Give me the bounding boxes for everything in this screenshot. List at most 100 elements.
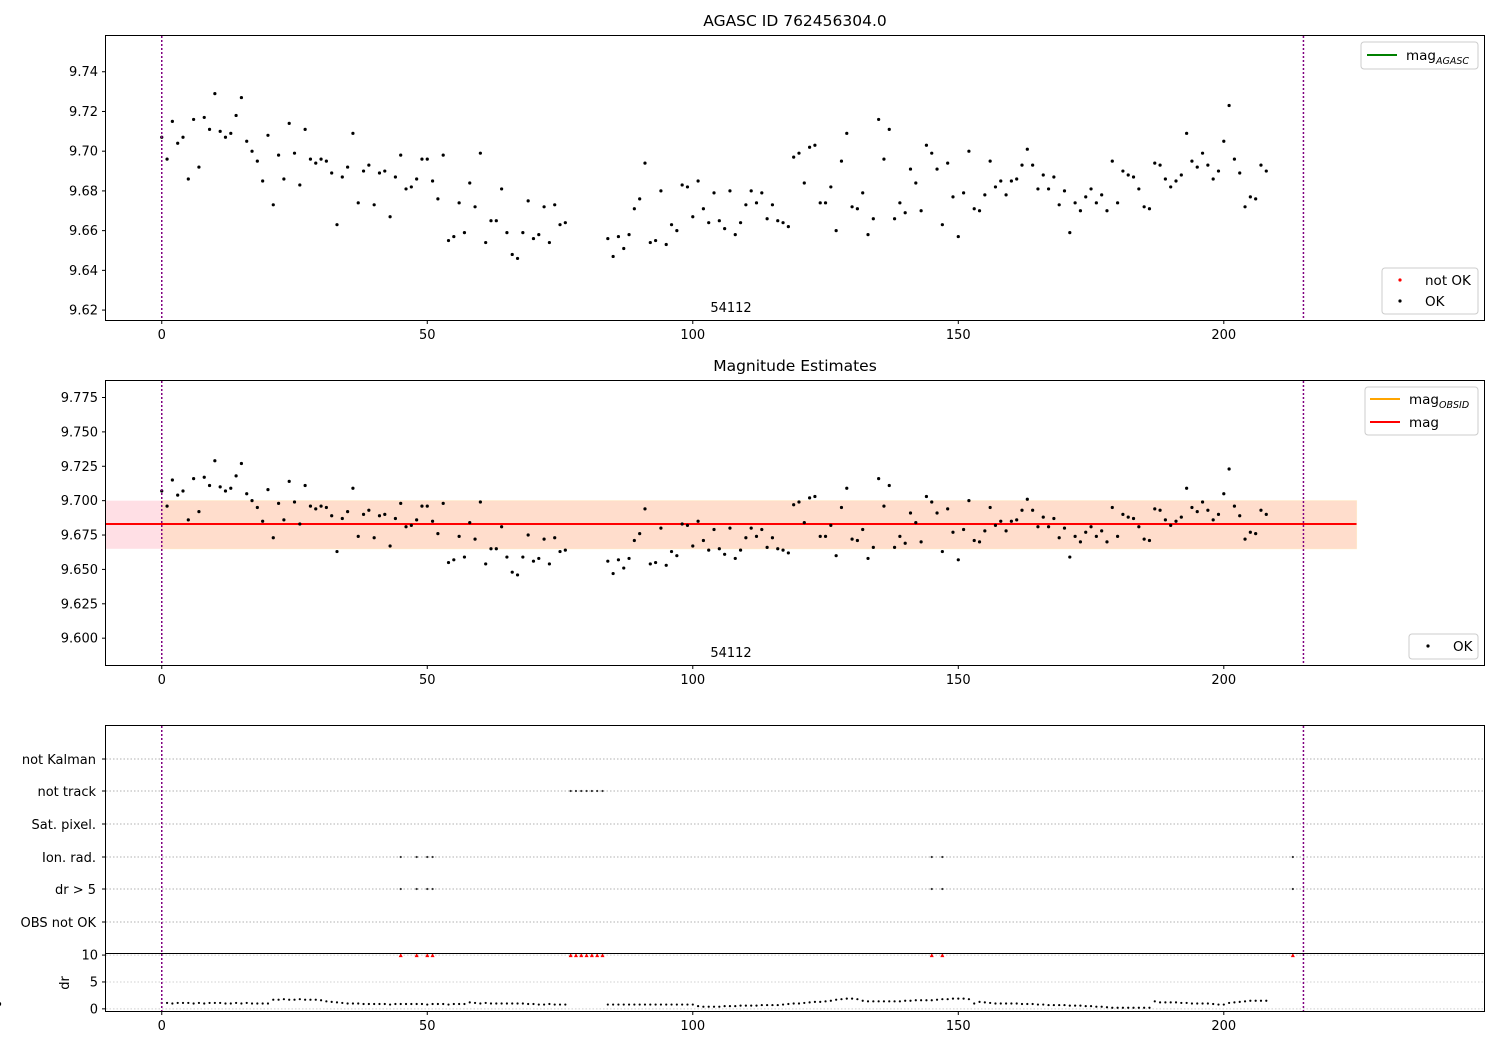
dr-point <box>1185 1001 1188 1005</box>
flag-point <box>930 855 933 859</box>
magnitude-point <box>531 559 536 563</box>
magnitude-point <box>1248 530 1252 534</box>
agasc-point <box>877 117 881 122</box>
dr-capped-marker <box>584 953 589 958</box>
magnitude-point <box>611 571 615 576</box>
agasc-point <box>197 165 201 169</box>
agasc-point <box>988 159 992 163</box>
x-tick-label-p2-0: 0 <box>158 673 166 688</box>
dr-point <box>399 1002 402 1006</box>
agasc-point <box>1084 195 1088 199</box>
magnitude-point <box>855 538 859 543</box>
dr-point <box>1143 1006 1146 1009</box>
agasc-point <box>930 151 934 155</box>
dr-point <box>261 1002 264 1005</box>
dr-point <box>1259 999 1263 1002</box>
agasc-point <box>1179 173 1183 177</box>
agasc-panel: AGASC ID 762456304.0 0 50 100 150 200 9.62 9.6… <box>69 12 1485 343</box>
agasc-point <box>961 191 966 195</box>
agasc-point <box>399 153 403 157</box>
agasc-point <box>1264 169 1268 173</box>
x-tick-label-p4-4: 200 <box>1211 1019 1236 1034</box>
dr-point <box>362 1002 365 1006</box>
agasc-point <box>850 205 854 209</box>
agasc-point <box>308 157 313 161</box>
agasc-point <box>531 236 536 241</box>
agasc-point <box>691 215 695 219</box>
magnitude-point <box>723 552 727 556</box>
agasc-point <box>723 227 727 231</box>
magnitude-point <box>1243 537 1247 541</box>
magnitude-point <box>733 556 737 561</box>
dr-point <box>702 1005 705 1008</box>
dr-point <box>1026 1002 1029 1006</box>
dr-capped-marker <box>1290 953 1295 958</box>
magnitude-point <box>202 475 206 479</box>
dr-point <box>171 1002 174 1005</box>
agasc-point <box>855 207 859 211</box>
agasc-point <box>1115 201 1120 205</box>
dr-point <box>335 1001 339 1004</box>
dr-point <box>1100 1005 1103 1008</box>
x-tick-label-p1-2: 100 <box>680 328 705 343</box>
agasc-point <box>1020 163 1024 167</box>
magnitude-point <box>940 549 944 554</box>
magnitude-point <box>638 532 642 536</box>
magnitude-point <box>760 527 764 532</box>
agasc-point <box>271 203 275 207</box>
flag-point <box>399 887 402 891</box>
agasc-point <box>207 127 212 131</box>
dr-point <box>410 1002 413 1006</box>
dr-point <box>484 1001 487 1005</box>
magnitude-point <box>308 504 313 508</box>
agasc-point <box>1195 165 1199 169</box>
dr-point <box>999 1002 1002 1005</box>
dr-ylabel: dr <box>58 976 73 990</box>
magnitude-point <box>1174 519 1178 523</box>
agasc-point <box>1100 193 1104 197</box>
agasc-point <box>1232 157 1237 161</box>
agasc-point <box>664 242 668 247</box>
dr-point <box>925 999 928 1002</box>
dr-point <box>1015 1002 1018 1005</box>
dr-point <box>1206 1002 1209 1005</box>
agasc-point <box>1158 163 1162 167</box>
dr-point <box>463 1002 466 1006</box>
agasc-point <box>675 229 679 233</box>
magnitude-point <box>298 522 302 526</box>
agasc-point <box>733 233 737 237</box>
magnitude-point <box>781 548 785 552</box>
agasc-point <box>669 223 674 227</box>
x-tick-label-p1-1: 50 <box>419 328 436 343</box>
magnitude-point <box>303 483 307 488</box>
dr-point <box>272 998 275 1001</box>
magnitude-point <box>1004 529 1008 533</box>
agasc-point <box>1243 205 1247 209</box>
dr-point <box>250 1002 254 1005</box>
dr-point <box>203 1002 206 1005</box>
dr-point <box>877 1000 880 1003</box>
magnitude-point <box>616 558 621 562</box>
magnitude-point <box>1131 516 1136 521</box>
agasc-point <box>1031 163 1035 167</box>
dr-capped-marker <box>425 953 430 958</box>
dr-point <box>861 999 864 1002</box>
dr-point <box>914 999 917 1002</box>
agasc-point <box>861 191 865 195</box>
agasc-point <box>1153 161 1157 165</box>
dr-point <box>989 1001 992 1005</box>
dr-point <box>909 999 912 1002</box>
dr-point <box>1031 1002 1034 1006</box>
agasc-point <box>1238 171 1242 175</box>
dr-point <box>532 1002 535 1006</box>
agasc-point <box>707 221 711 225</box>
magnitude-point <box>1110 505 1114 510</box>
flag-point <box>1291 887 1294 891</box>
x-tick-label-p1-3: 150 <box>946 328 971 343</box>
dr-point <box>1212 1002 1215 1006</box>
x-tick-label-p4-3: 150 <box>946 1019 971 1034</box>
dr-point <box>670 1003 673 1006</box>
agasc-point <box>972 207 976 211</box>
magnitude-point <box>537 556 541 561</box>
dr-point <box>176 1001 179 1005</box>
